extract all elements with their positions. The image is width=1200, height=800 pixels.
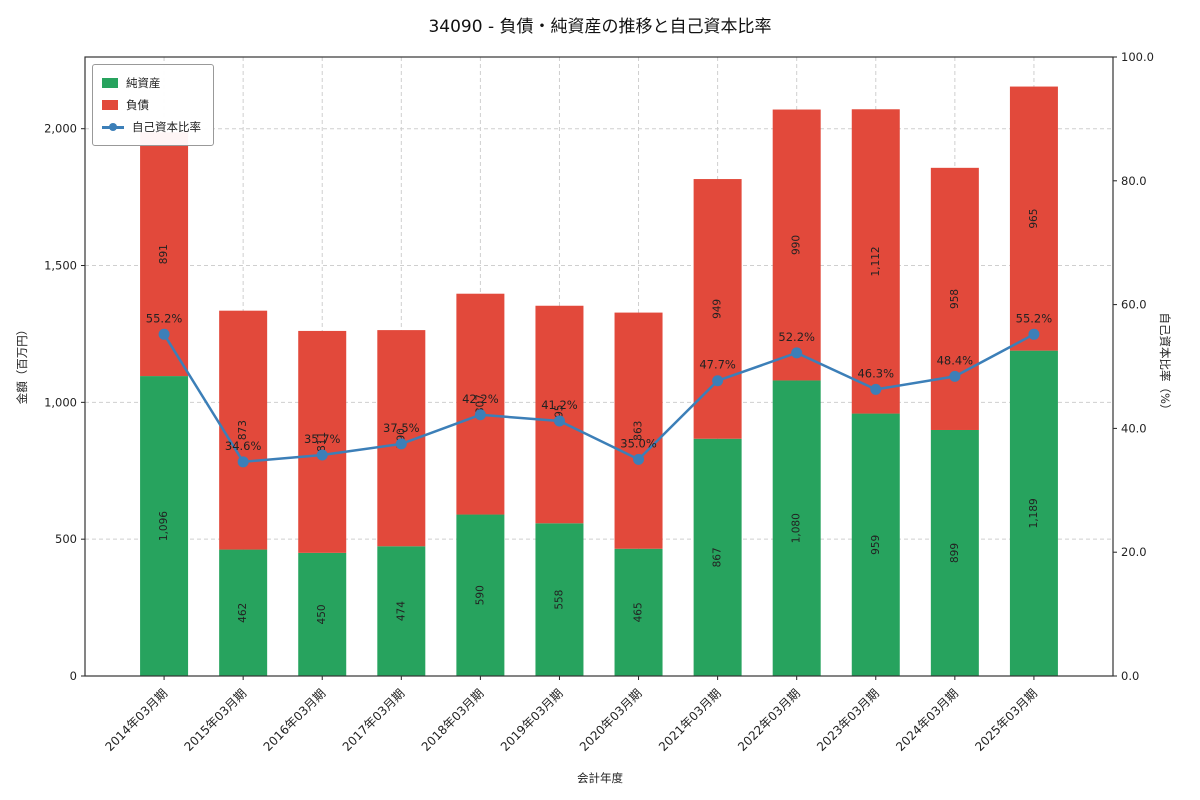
svg-text:1,189: 1,189: [1028, 498, 1040, 528]
svg-text:2020年03月期: 2020年03月期: [577, 686, 645, 754]
svg-text:55.2%: 55.2%: [146, 311, 183, 325]
svg-text:2018年03月期: 2018年03月期: [419, 686, 487, 754]
svg-text:958: 958: [949, 289, 961, 309]
equity-ratio-dot-icon: [109, 123, 117, 131]
legend-label-net-assets: 純資産: [126, 76, 161, 90]
svg-text:590: 590: [474, 585, 486, 605]
svg-text:462: 462: [237, 603, 249, 623]
svg-text:558: 558: [553, 590, 565, 610]
svg-text:867: 867: [712, 547, 724, 567]
svg-text:2025年03月期: 2025年03月期: [972, 686, 1040, 754]
svg-text:0: 0: [70, 669, 77, 683]
svg-text:891: 891: [158, 244, 170, 264]
y-axis-label-right: 自己資本比率（%）: [1158, 312, 1172, 416]
svg-text:1,000: 1,000: [44, 395, 77, 409]
svg-text:450: 450: [316, 604, 328, 624]
svg-text:990: 990: [791, 235, 803, 255]
svg-text:37.5%: 37.5%: [383, 421, 420, 435]
legend-item-liabilities: 負債: [102, 94, 201, 116]
svg-text:1,080: 1,080: [791, 513, 803, 543]
svg-text:46.3%: 46.3%: [857, 366, 894, 380]
svg-text:2023年03月期: 2023年03月期: [814, 686, 882, 754]
svg-text:899: 899: [949, 543, 961, 563]
svg-text:2016年03月期: 2016年03月期: [261, 686, 329, 754]
legend[interactable]: 純資産 負債 自己資本比率: [92, 64, 214, 146]
svg-text:40.0: 40.0: [1121, 421, 1147, 435]
svg-text:100.0: 100.0: [1121, 50, 1154, 64]
legend-label-liabilities: 負債: [126, 98, 149, 112]
svg-text:2024年03月期: 2024年03月期: [893, 686, 961, 754]
svg-text:0.0: 0.0: [1121, 669, 1139, 683]
svg-text:52.2%: 52.2%: [778, 330, 815, 344]
y-axis-label-left: 金額（百万円）: [15, 323, 29, 405]
svg-text:34.6%: 34.6%: [225, 439, 262, 453]
chart-title: 34090 - 負債・純資産の推移と自己資本比率: [428, 17, 772, 37]
legend-item-net-assets: 純資産: [102, 72, 201, 94]
svg-text:959: 959: [870, 535, 882, 555]
svg-text:949: 949: [712, 299, 724, 319]
svg-text:42.2%: 42.2%: [462, 392, 499, 406]
svg-text:965: 965: [1028, 209, 1040, 229]
liabilities-swatch: [102, 100, 118, 110]
svg-text:35.7%: 35.7%: [304, 432, 341, 446]
svg-text:807: 807: [474, 394, 486, 414]
svg-text:863: 863: [633, 421, 645, 441]
svg-text:2015年03月期: 2015年03月期: [182, 686, 250, 754]
net-assets-swatch: [102, 78, 118, 88]
legend-item-equity-ratio: 自己資本比率: [102, 116, 201, 138]
svg-text:35.0%: 35.0%: [620, 436, 657, 450]
x-axis-label: 会計年度: [577, 771, 623, 785]
svg-text:55.2%: 55.2%: [1016, 311, 1053, 325]
svg-text:1,500: 1,500: [44, 259, 77, 273]
svg-text:811: 811: [316, 432, 328, 452]
svg-text:873: 873: [237, 420, 249, 440]
svg-text:2017年03月期: 2017年03月期: [340, 686, 408, 754]
svg-text:60.0: 60.0: [1121, 298, 1147, 312]
svg-text:474: 474: [395, 601, 407, 621]
legend-label-equity-ratio: 自己資本比率: [132, 120, 201, 134]
svg-text:47.7%: 47.7%: [699, 358, 736, 372]
svg-text:80.0: 80.0: [1121, 174, 1147, 188]
svg-text:2022年03月期: 2022年03月期: [735, 686, 803, 754]
svg-text:1,096: 1,096: [158, 511, 170, 541]
svg-text:2,000: 2,000: [44, 122, 77, 136]
svg-text:2019年03月期: 2019年03月期: [498, 686, 566, 754]
equity-ratio-swatch: [102, 122, 124, 132]
svg-text:500: 500: [55, 532, 77, 546]
svg-text:20.0: 20.0: [1121, 545, 1147, 559]
svg-text:41.2%: 41.2%: [541, 398, 578, 412]
svg-text:2021年03月期: 2021年03月期: [656, 686, 724, 754]
svg-text:1,112: 1,112: [870, 246, 882, 276]
svg-text:48.4%: 48.4%: [937, 353, 974, 367]
svg-text:2014年03月期: 2014年03月期: [102, 686, 170, 754]
svg-text:465: 465: [633, 602, 645, 622]
